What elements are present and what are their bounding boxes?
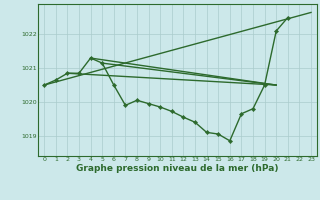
- X-axis label: Graphe pression niveau de la mer (hPa): Graphe pression niveau de la mer (hPa): [76, 164, 279, 173]
